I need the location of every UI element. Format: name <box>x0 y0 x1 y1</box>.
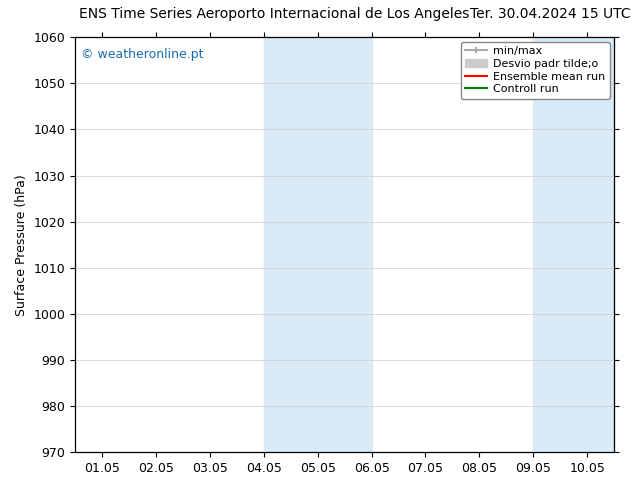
Text: ENS Time Series Aeroporto Internacional de Los Angeles: ENS Time Series Aeroporto Internacional … <box>79 7 470 22</box>
Text: © weatheronline.pt: © weatheronline.pt <box>81 48 203 61</box>
Text: Ter. 30.04.2024 15 UTC: Ter. 30.04.2024 15 UTC <box>470 7 631 22</box>
Bar <box>264 37 372 452</box>
Y-axis label: Surface Pressure (hPa): Surface Pressure (hPa) <box>15 174 28 316</box>
Legend: min/max, Desvio padr tilde;o, Ensemble mean run, Controll run: min/max, Desvio padr tilde;o, Ensemble m… <box>461 42 610 99</box>
Bar <box>533 37 614 452</box>
